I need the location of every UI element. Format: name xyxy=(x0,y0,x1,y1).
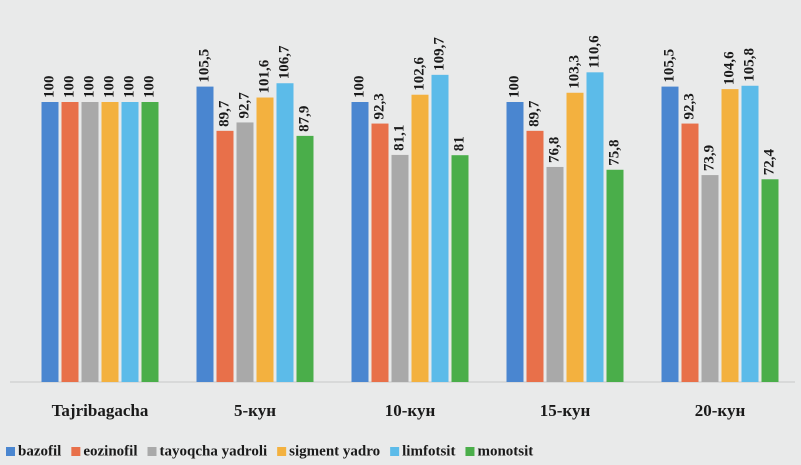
value-label: 92,3 xyxy=(371,93,387,119)
legend-marker xyxy=(147,447,157,456)
bar xyxy=(121,102,139,382)
legend-label: tayoqcha yadroli xyxy=(160,443,268,459)
value-label: 100 xyxy=(101,76,117,99)
bar xyxy=(216,130,234,382)
value-label: 75,8 xyxy=(606,140,622,166)
value-label: 92,7 xyxy=(236,92,252,119)
value-label: 72,4 xyxy=(761,149,777,176)
bar xyxy=(451,155,469,382)
bar xyxy=(661,86,679,382)
bar xyxy=(761,179,779,382)
bar xyxy=(586,72,604,382)
bar xyxy=(61,102,79,382)
value-label: 106,7 xyxy=(276,45,292,79)
value-label: 81 xyxy=(451,136,467,151)
value-label: 101,6 xyxy=(256,59,272,93)
x-tick-label: Tajribagacha xyxy=(52,401,149,420)
bar xyxy=(721,89,739,383)
bar xyxy=(81,102,99,382)
bar xyxy=(296,135,314,382)
x-tick-label: 20-кун xyxy=(695,401,746,420)
bar xyxy=(506,102,524,382)
value-label: 92,3 xyxy=(681,93,697,119)
value-label: 105,8 xyxy=(741,48,757,82)
bar xyxy=(411,94,429,382)
value-label: 73,9 xyxy=(701,145,717,171)
value-label: 100 xyxy=(506,76,522,99)
legend-marker xyxy=(390,447,400,456)
legend-label: limfotsit xyxy=(402,443,455,459)
value-label: 104,6 xyxy=(721,51,737,85)
legend-label: sigment yadro xyxy=(289,443,380,459)
bar xyxy=(41,102,59,382)
value-label: 100 xyxy=(81,76,97,99)
bar xyxy=(606,169,624,382)
x-tick-label: 15-кун xyxy=(540,401,591,420)
x-tick-label: 10-кун xyxy=(385,401,436,420)
bar xyxy=(101,102,119,382)
bar xyxy=(141,102,159,382)
bar xyxy=(431,74,449,382)
bar xyxy=(741,85,759,382)
value-label: 89,7 xyxy=(526,100,542,127)
bar xyxy=(681,123,699,382)
value-label: 100 xyxy=(141,76,157,99)
value-label: 110,6 xyxy=(586,35,602,68)
value-label: 103,3 xyxy=(566,55,582,89)
legend-label: eozinofil xyxy=(83,443,137,459)
value-label: 102,6 xyxy=(411,56,427,90)
bar xyxy=(236,122,254,382)
bar xyxy=(526,130,544,382)
bar xyxy=(546,166,564,382)
legend-marker xyxy=(465,447,475,456)
bar xyxy=(371,123,389,382)
value-label: 87,9 xyxy=(296,106,312,132)
bar xyxy=(351,102,369,382)
bar xyxy=(256,97,274,383)
value-label: 100 xyxy=(121,76,137,99)
legend-label: monotsit xyxy=(477,443,533,459)
x-tick-label: 5-кун xyxy=(234,401,276,420)
bar xyxy=(391,154,409,382)
value-label: 105,5 xyxy=(661,49,677,83)
value-label: 76,8 xyxy=(546,137,562,163)
value-label: 89,7 xyxy=(216,100,232,127)
value-label: 100 xyxy=(61,76,77,99)
legend-marker xyxy=(6,447,15,456)
legend-marker xyxy=(277,447,287,456)
bar xyxy=(276,83,294,383)
value-label: 81,1 xyxy=(391,125,407,151)
legend-label: bazofil xyxy=(18,443,61,459)
value-label: 105,5 xyxy=(196,49,212,83)
bar xyxy=(701,175,719,382)
value-label: 100 xyxy=(351,76,367,99)
value-label: 100 xyxy=(41,76,57,99)
bar xyxy=(196,86,214,382)
legend-marker xyxy=(71,447,81,456)
bar xyxy=(566,92,584,382)
value-label: 109,7 xyxy=(431,37,447,71)
